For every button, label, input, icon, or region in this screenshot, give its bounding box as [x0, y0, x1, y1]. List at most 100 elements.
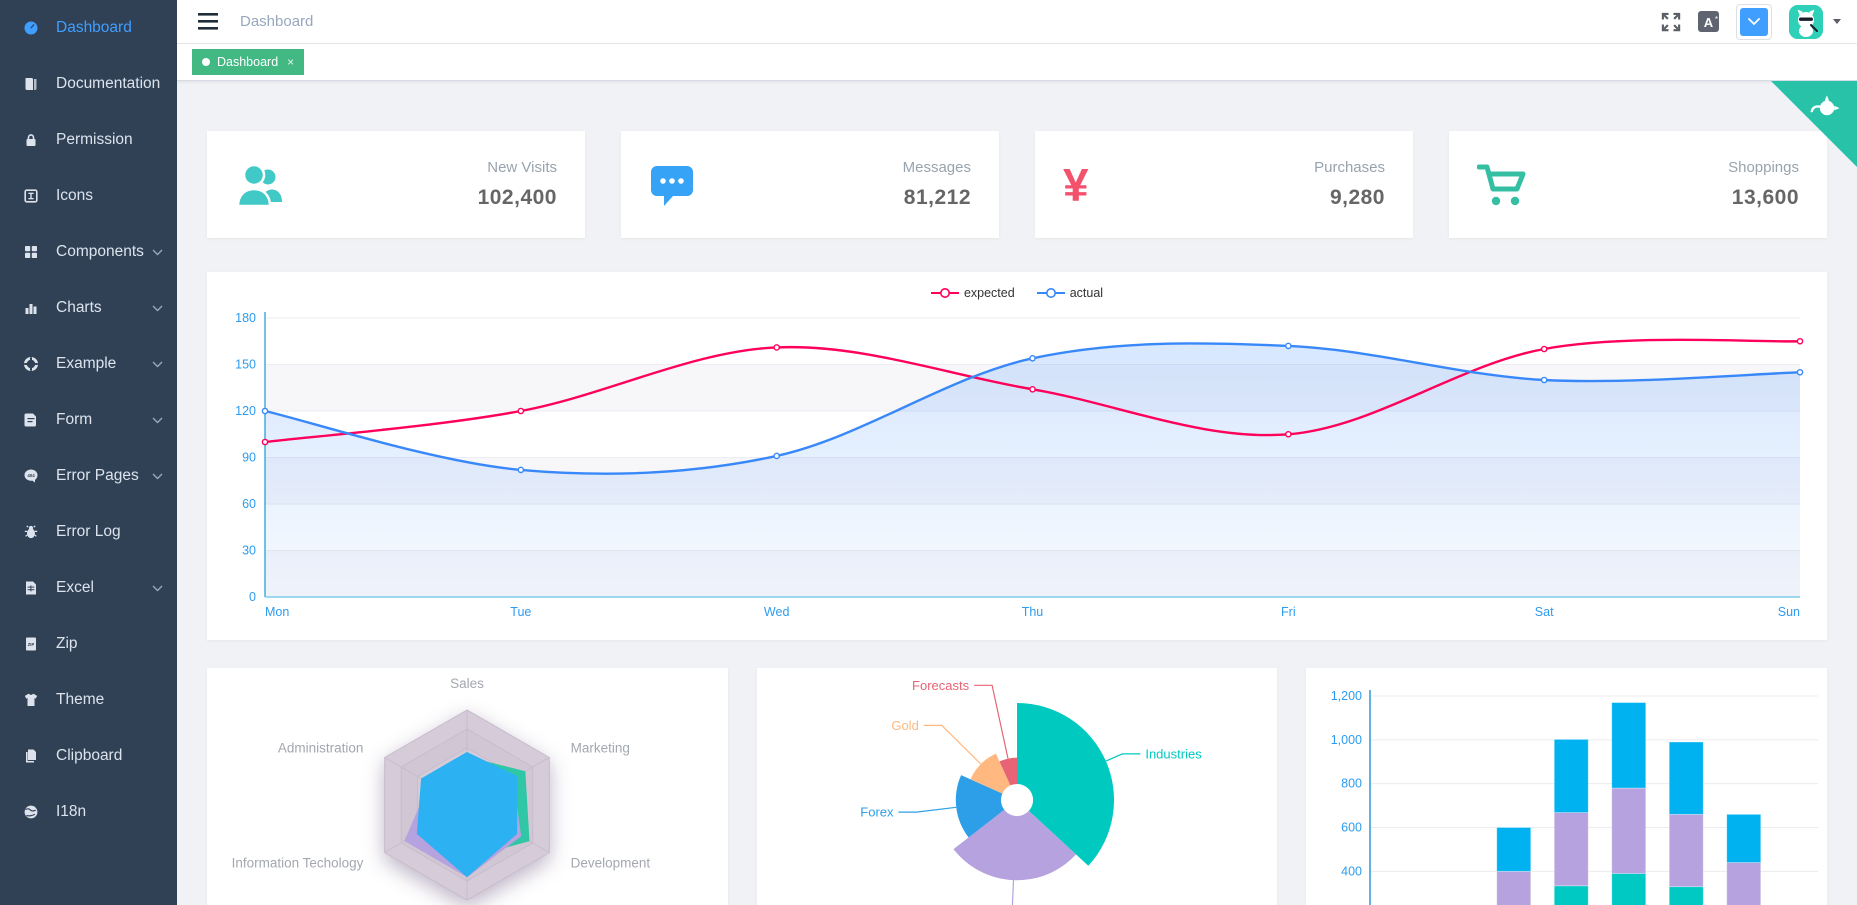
stat-value: 81,212 [903, 186, 971, 209]
stat-title: New Visits [487, 159, 557, 176]
theme-icon [22, 692, 39, 709]
pie-chart-card: Industries Forex Gold Forecasts [756, 668, 1278, 905]
legend-marker [1036, 288, 1065, 298]
svg-text:800: 800 [1341, 777, 1362, 791]
hamburger-menu-button[interactable] [192, 7, 224, 36]
legend-label: actual [1069, 286, 1104, 300]
svg-text:Tue: Tue [510, 605, 531, 619]
tag-dashboard[interactable]: Dashboard × [192, 49, 305, 75]
pie-slice-Industries [1016, 703, 1114, 866]
main-area: Dashboard A * [177, 0, 1857, 905]
stat-title: Messages [902, 159, 971, 176]
sidebar-item-i18n[interactable]: I18n [0, 784, 177, 840]
breadcrumb-item: Dashboard [240, 13, 314, 30]
sidebar-item-label: Error Log [56, 523, 121, 540]
stat-value: 102,400 [477, 186, 557, 209]
shopping-cart-icon [1477, 163, 1527, 207]
sidebar-item-label: Zip [56, 635, 78, 652]
avatar[interactable] [1789, 4, 1823, 39]
sidebar-item-form[interactable]: Form [0, 392, 177, 448]
bar-segment-series-blue [1611, 702, 1647, 789]
sidebar-item-label: Form [56, 411, 93, 428]
svg-text:Sales: Sales [450, 676, 484, 691]
sidebar-item-components[interactable]: Components [0, 224, 177, 280]
sidebar-item-example[interactable]: Example [0, 336, 177, 392]
sidebar-item-label: Excel [56, 579, 94, 596]
stat-value: 9,280 [1329, 186, 1385, 209]
bar-segment-series-teal [1611, 873, 1647, 905]
svg-text:ZIP: ZIP [27, 642, 34, 647]
bar-segment-series-blue [1554, 738, 1589, 813]
sidebar-item-label: Dashboard [56, 19, 132, 36]
github-corner[interactable] [1771, 81, 1857, 167]
svg-text:400: 400 [1341, 864, 1362, 878]
dashboard-icon [22, 20, 39, 37]
sidebar-item-dashboard[interactable]: Dashboard [0, 0, 177, 56]
sidebar-item-error-pages[interactable]: 404 Error Pages [0, 448, 177, 504]
octocat-icon [1771, 81, 1857, 167]
svg-text:30: 30 [242, 544, 256, 558]
language-icon: A * [1698, 11, 1719, 32]
svg-text:Information Techology: Information Techology [232, 856, 364, 871]
size-select-button[interactable]: A * [1698, 11, 1719, 32]
sidebar-item-documentation[interactable]: Documentation [0, 56, 177, 112]
navbar-actions: A * [1661, 0, 1841, 43]
bar-segment-series-purple [1611, 787, 1647, 874]
stat-title: Purchases [1314, 159, 1385, 176]
sidebar-item-zip[interactable]: ZIP Zip [0, 616, 177, 672]
sidebar-item-label: Components [56, 243, 144, 260]
sidebar-item-theme[interactable]: Theme [0, 672, 177, 728]
chevron-down-icon [152, 473, 163, 480]
pie-slice-bottom [953, 809, 1076, 881]
tags-view: Dashboard × [177, 44, 1857, 81]
sidebar-item-charts[interactable]: Charts [0, 280, 177, 336]
example-icon [22, 356, 39, 373]
svg-text:Wed: Wed [764, 605, 790, 619]
bar-segment-series-purple [1726, 862, 1762, 905]
svg-text:Sun: Sun [1778, 605, 1800, 619]
sidebar-item-clipboard[interactable]: Clipboard [0, 728, 177, 784]
svg-text:Industries: Industries [1145, 746, 1202, 761]
sidebar-item-label: Theme [56, 691, 105, 708]
pie-slice-Gold [970, 753, 1011, 794]
svg-text:60: 60 [242, 497, 256, 511]
stat-title: Shoppings [1728, 159, 1799, 176]
sidebar-item-error-log[interactable]: Error Log [0, 504, 177, 560]
svg-text:90: 90 [242, 451, 256, 465]
line-chart-card: expected actual 0 30 60 90 120 150 180 Mon Tue Wed… [207, 272, 1827, 640]
svg-text:Forecasts: Forecasts [912, 678, 970, 693]
pie-slice-Forex [955, 775, 1004, 838]
stat-card-shoppings: Shoppings 13,600 [1449, 131, 1827, 238]
legend-label: expected [963, 286, 1015, 300]
stat-card-purchases: ¥ Purchases 9,280 [1035, 131, 1413, 238]
bar-segment-series-purple [1496, 870, 1532, 905]
sidebar-item-label: Permission [56, 131, 133, 148]
caret-down-icon[interactable] [1833, 19, 1841, 24]
theme-color-swatch [1740, 7, 1768, 36]
sidebar-item-excel[interactable]: Excel [0, 560, 177, 616]
theme-picker[interactable] [1736, 3, 1772, 40]
stat-card-new-visits: New Visits 102,400 [207, 131, 585, 238]
svg-text:Administration: Administration [278, 741, 364, 756]
legend-item-actual[interactable]: actual [1036, 286, 1104, 300]
chevron-down-icon [152, 361, 163, 368]
bar-chart-card: 400 600 800 1,000 1,200 [1306, 668, 1827, 905]
sidebar-item-icons[interactable]: Icons [0, 168, 177, 224]
chart-legend: expected actual [207, 286, 1827, 300]
error-log-icon [22, 524, 39, 541]
excel-icon [22, 580, 39, 597]
navbar: Dashboard A * [177, 0, 1857, 44]
radar-series-series-blue [416, 751, 518, 878]
tag-close-icon[interactable]: × [287, 55, 295, 69]
legend-item-expected[interactable]: expected [930, 286, 1015, 300]
sidebar-item-permission[interactable]: Permission [0, 112, 177, 168]
bar-segment-series-blue [1669, 741, 1704, 815]
radar-chart: Sales Administration Information Techology… [232, 676, 650, 901]
svg-text:Gold: Gold [891, 718, 918, 733]
fullscreen-button[interactable] [1661, 12, 1681, 32]
bar-segment-series-blue [1496, 827, 1532, 872]
svg-text:Marketing: Marketing [571, 741, 630, 756]
sidebar: Dashboard Documentation Permission Icons Com… [0, 0, 177, 905]
bar-segment-series-teal [1554, 885, 1589, 905]
